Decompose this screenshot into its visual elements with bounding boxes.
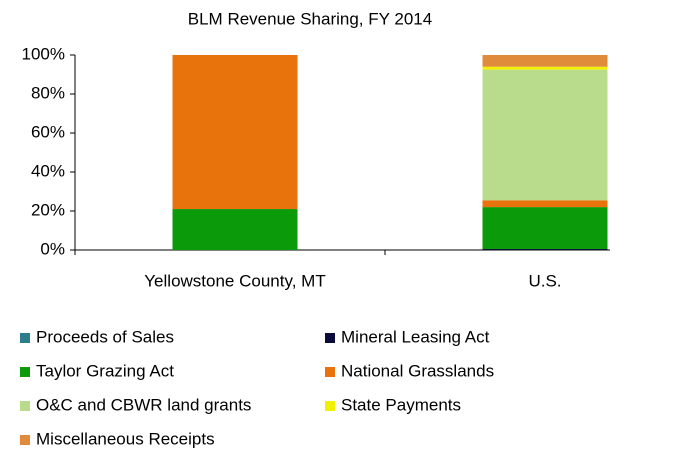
bar-segment	[172, 209, 298, 250]
y-tick-label: 100%	[22, 44, 65, 63]
bar-segment	[482, 200, 608, 208]
legend-label: Mineral Leasing Act	[341, 327, 490, 346]
bar-segment	[482, 207, 608, 250]
y-tick-label: 60%	[31, 122, 65, 141]
bar-segment	[482, 249, 608, 250]
legend-label: Miscellaneous Receipts	[36, 429, 215, 448]
y-tick-label: 80%	[31, 83, 65, 102]
y-tick-label: 40%	[31, 161, 65, 180]
bar-segment	[482, 66, 608, 70]
x-tick-label: Yellowstone County, MT	[144, 271, 325, 290]
chart-title: BLM Revenue Sharing, FY 2014	[188, 9, 432, 28]
legend-label: Proceeds of Sales	[36, 327, 174, 346]
x-tick-label: U.S.	[528, 271, 561, 290]
legend-label: Taylor Grazing Act	[36, 361, 174, 380]
bar-segment	[482, 55, 608, 67]
bar-segment	[172, 55, 298, 210]
bar-segment	[482, 69, 608, 201]
legend-swatch	[325, 333, 335, 343]
legend-swatch	[20, 333, 30, 343]
y-tick-label: 0%	[40, 239, 65, 258]
legend-swatch	[20, 367, 30, 377]
legend-label: O&C and CBWR land grants	[36, 395, 251, 414]
y-tick-label: 20%	[31, 200, 65, 219]
legend-label: State Payments	[341, 395, 461, 414]
legend-swatch	[325, 367, 335, 377]
legend-swatch	[325, 401, 335, 411]
legend-label: National Grasslands	[341, 361, 494, 380]
legend-swatch	[20, 401, 30, 411]
legend-swatch	[20, 435, 30, 445]
